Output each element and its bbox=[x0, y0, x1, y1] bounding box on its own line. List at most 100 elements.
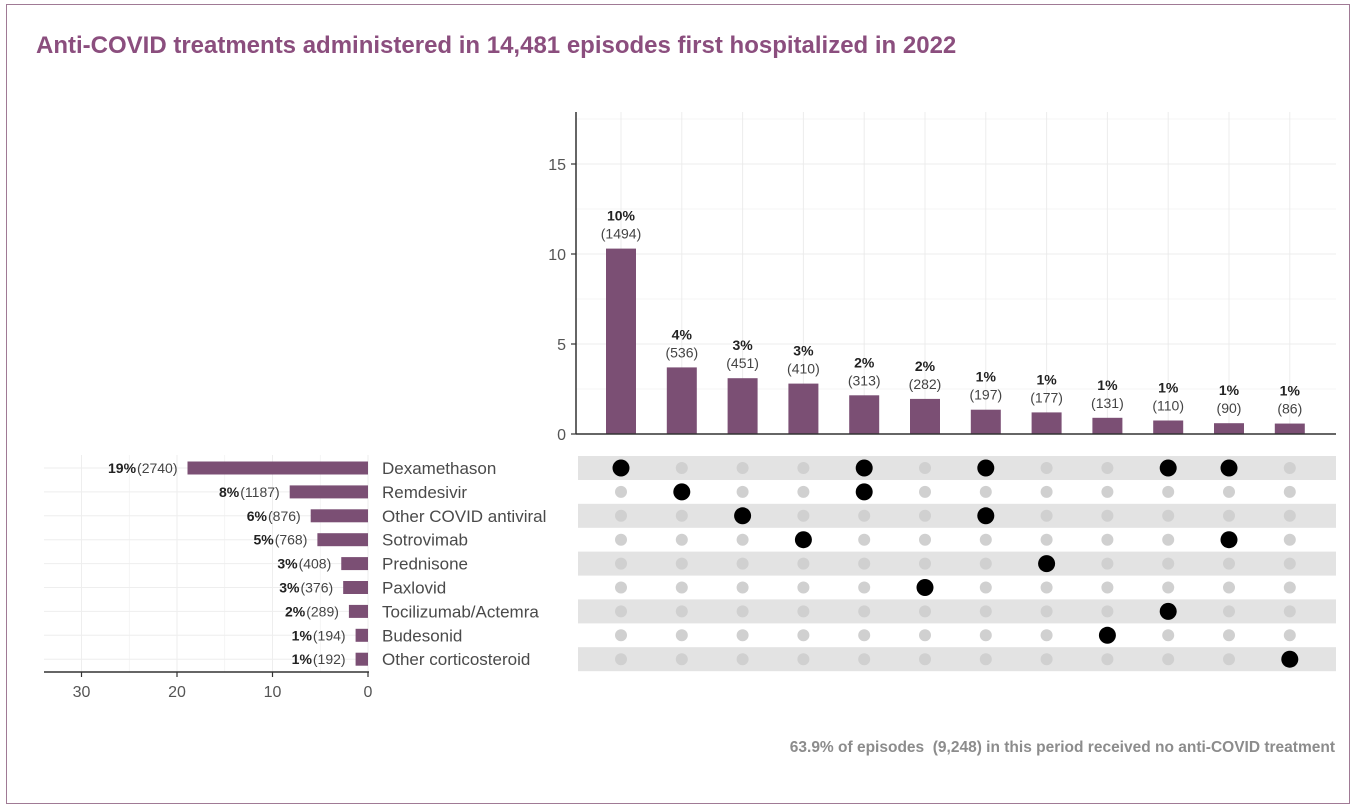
set-size-count-label: (376) bbox=[300, 580, 333, 596]
set-size-bar bbox=[187, 461, 368, 475]
intersection-bar bbox=[727, 378, 758, 434]
membership-dot-inactive bbox=[615, 533, 627, 546]
membership-dot-inactive bbox=[1040, 653, 1053, 666]
set-size-pct-label: 5% bbox=[253, 532, 274, 548]
intersection-count-label: (131) bbox=[1091, 395, 1124, 411]
membership-dot-inactive bbox=[1283, 509, 1296, 522]
intersection-count-label: (86) bbox=[1277, 401, 1302, 417]
membership-dot-inactive bbox=[1101, 605, 1114, 618]
intersection-count-label: (110) bbox=[1152, 398, 1184, 414]
set-size-pct-label: 3% bbox=[279, 580, 300, 596]
membership-dot-inactive bbox=[979, 653, 992, 666]
membership-dot-inactive bbox=[1223, 653, 1235, 666]
set-size-count-label: (289) bbox=[306, 603, 339, 619]
intersection-bar bbox=[1153, 420, 1184, 434]
membership-dot-inactive bbox=[1283, 533, 1296, 546]
membership-dot-inactive bbox=[797, 509, 810, 522]
membership-dot-inactive bbox=[615, 653, 627, 666]
set-size-pct-label: 1% bbox=[292, 651, 313, 667]
membership-dot-inactive bbox=[979, 485, 992, 498]
set-size-count-label: (1187) bbox=[240, 484, 279, 500]
membership-dot-inactive bbox=[797, 653, 810, 666]
set-size-pct-label: 3% bbox=[277, 556, 298, 572]
set-size-count-label: (876) bbox=[268, 508, 301, 524]
membership-dot-inactive bbox=[1223, 509, 1235, 522]
intersection-y-axis: 0 5 10 15 bbox=[548, 112, 1336, 444]
membership-dot-inactive bbox=[858, 509, 871, 522]
membership-dot-inactive bbox=[675, 581, 688, 594]
intersection-bar bbox=[1274, 423, 1305, 434]
x-tick-label: 10 bbox=[264, 684, 282, 701]
membership-dot-inactive bbox=[1283, 485, 1296, 498]
membership-dot-inactive bbox=[1040, 605, 1053, 618]
membership-dot-inactive bbox=[1223, 581, 1235, 594]
membership-dot-active bbox=[734, 507, 752, 525]
set-size-bar bbox=[348, 604, 368, 618]
membership-dot-inactive bbox=[736, 629, 749, 642]
membership-dot-inactive bbox=[797, 605, 810, 618]
membership-dot-inactive bbox=[979, 629, 992, 642]
membership-dot-inactive bbox=[1162, 533, 1175, 546]
membership-dot-inactive bbox=[1162, 557, 1175, 570]
set-name-label: Tocilizumab/Actemra bbox=[382, 602, 539, 621]
membership-dot-inactive bbox=[615, 557, 627, 570]
intersection-pct-label: 1% bbox=[1280, 383, 1301, 399]
set-size-count-label: (2740) bbox=[137, 460, 177, 476]
intersection-count-label: (90) bbox=[1217, 400, 1242, 416]
set-size-bar bbox=[355, 652, 368, 666]
membership-dot-inactive bbox=[675, 653, 688, 666]
membership-dot-inactive bbox=[1101, 557, 1114, 570]
membership-dot-inactive bbox=[1040, 533, 1053, 546]
membership-dot-inactive bbox=[1223, 629, 1235, 642]
set-size-bar bbox=[317, 533, 368, 547]
membership-dot-inactive bbox=[675, 509, 688, 522]
membership-dot-inactive bbox=[858, 605, 871, 618]
membership-dot-active bbox=[673, 483, 691, 501]
x-tick-label: 30 bbox=[73, 684, 91, 701]
membership-dot-inactive bbox=[858, 629, 871, 642]
intersection-pct-label: 1% bbox=[1158, 380, 1179, 396]
membership-dot-inactive bbox=[1283, 605, 1296, 618]
matrix-row-stripe bbox=[578, 551, 1336, 576]
intersection-count-label: (451) bbox=[726, 355, 759, 371]
intersection-count-label: (197) bbox=[969, 387, 1002, 403]
membership-dot-inactive bbox=[1162, 629, 1175, 642]
membership-dot-inactive bbox=[675, 629, 688, 642]
intersection-pct-label: 1% bbox=[1219, 382, 1240, 398]
membership-dot-inactive bbox=[1040, 509, 1053, 522]
membership-dot-active bbox=[612, 459, 630, 477]
membership-dot-inactive bbox=[675, 557, 688, 570]
intersection-bar bbox=[1031, 412, 1062, 434]
intersection-count-label: (536) bbox=[665, 344, 698, 360]
x-tick-label: 0 bbox=[364, 684, 373, 701]
intersection-bar bbox=[849, 395, 880, 434]
membership-dot-inactive bbox=[1101, 581, 1114, 594]
membership-dot-inactive bbox=[919, 533, 931, 546]
membership-dot-active bbox=[1159, 602, 1177, 620]
set-size-bar bbox=[343, 581, 368, 594]
membership-dot-inactive bbox=[736, 557, 749, 570]
chart-title: Anti-COVID treatments administered in 14… bbox=[36, 32, 957, 59]
membership-dot-inactive bbox=[979, 557, 992, 570]
membership-dot-inactive bbox=[919, 605, 931, 618]
membership-dot-inactive bbox=[1101, 533, 1114, 546]
membership-dot-inactive bbox=[1162, 653, 1175, 666]
membership-dot-inactive bbox=[675, 533, 688, 546]
membership-dot-active bbox=[1220, 531, 1238, 549]
set-size-pct-label: 6% bbox=[247, 508, 268, 524]
footnote: 63.9% of episodes (9,248) in this period… bbox=[789, 739, 1335, 756]
set-name-label: Dexamethason bbox=[382, 459, 496, 478]
intersection-bar bbox=[606, 248, 636, 434]
intersection-bar bbox=[910, 398, 940, 434]
membership-dot-inactive bbox=[615, 629, 627, 642]
membership-dot-active bbox=[855, 483, 873, 501]
membership-dot-inactive bbox=[979, 533, 992, 546]
membership-dot-active bbox=[1038, 555, 1056, 573]
membership-dot-inactive bbox=[1040, 629, 1053, 642]
membership-dot-inactive bbox=[1283, 629, 1296, 642]
membership-dot-inactive bbox=[919, 557, 931, 570]
membership-dot-inactive bbox=[797, 485, 810, 498]
set-size-bars bbox=[187, 461, 368, 666]
intersection-bar bbox=[788, 383, 819, 434]
membership-dot-inactive bbox=[1283, 462, 1296, 474]
